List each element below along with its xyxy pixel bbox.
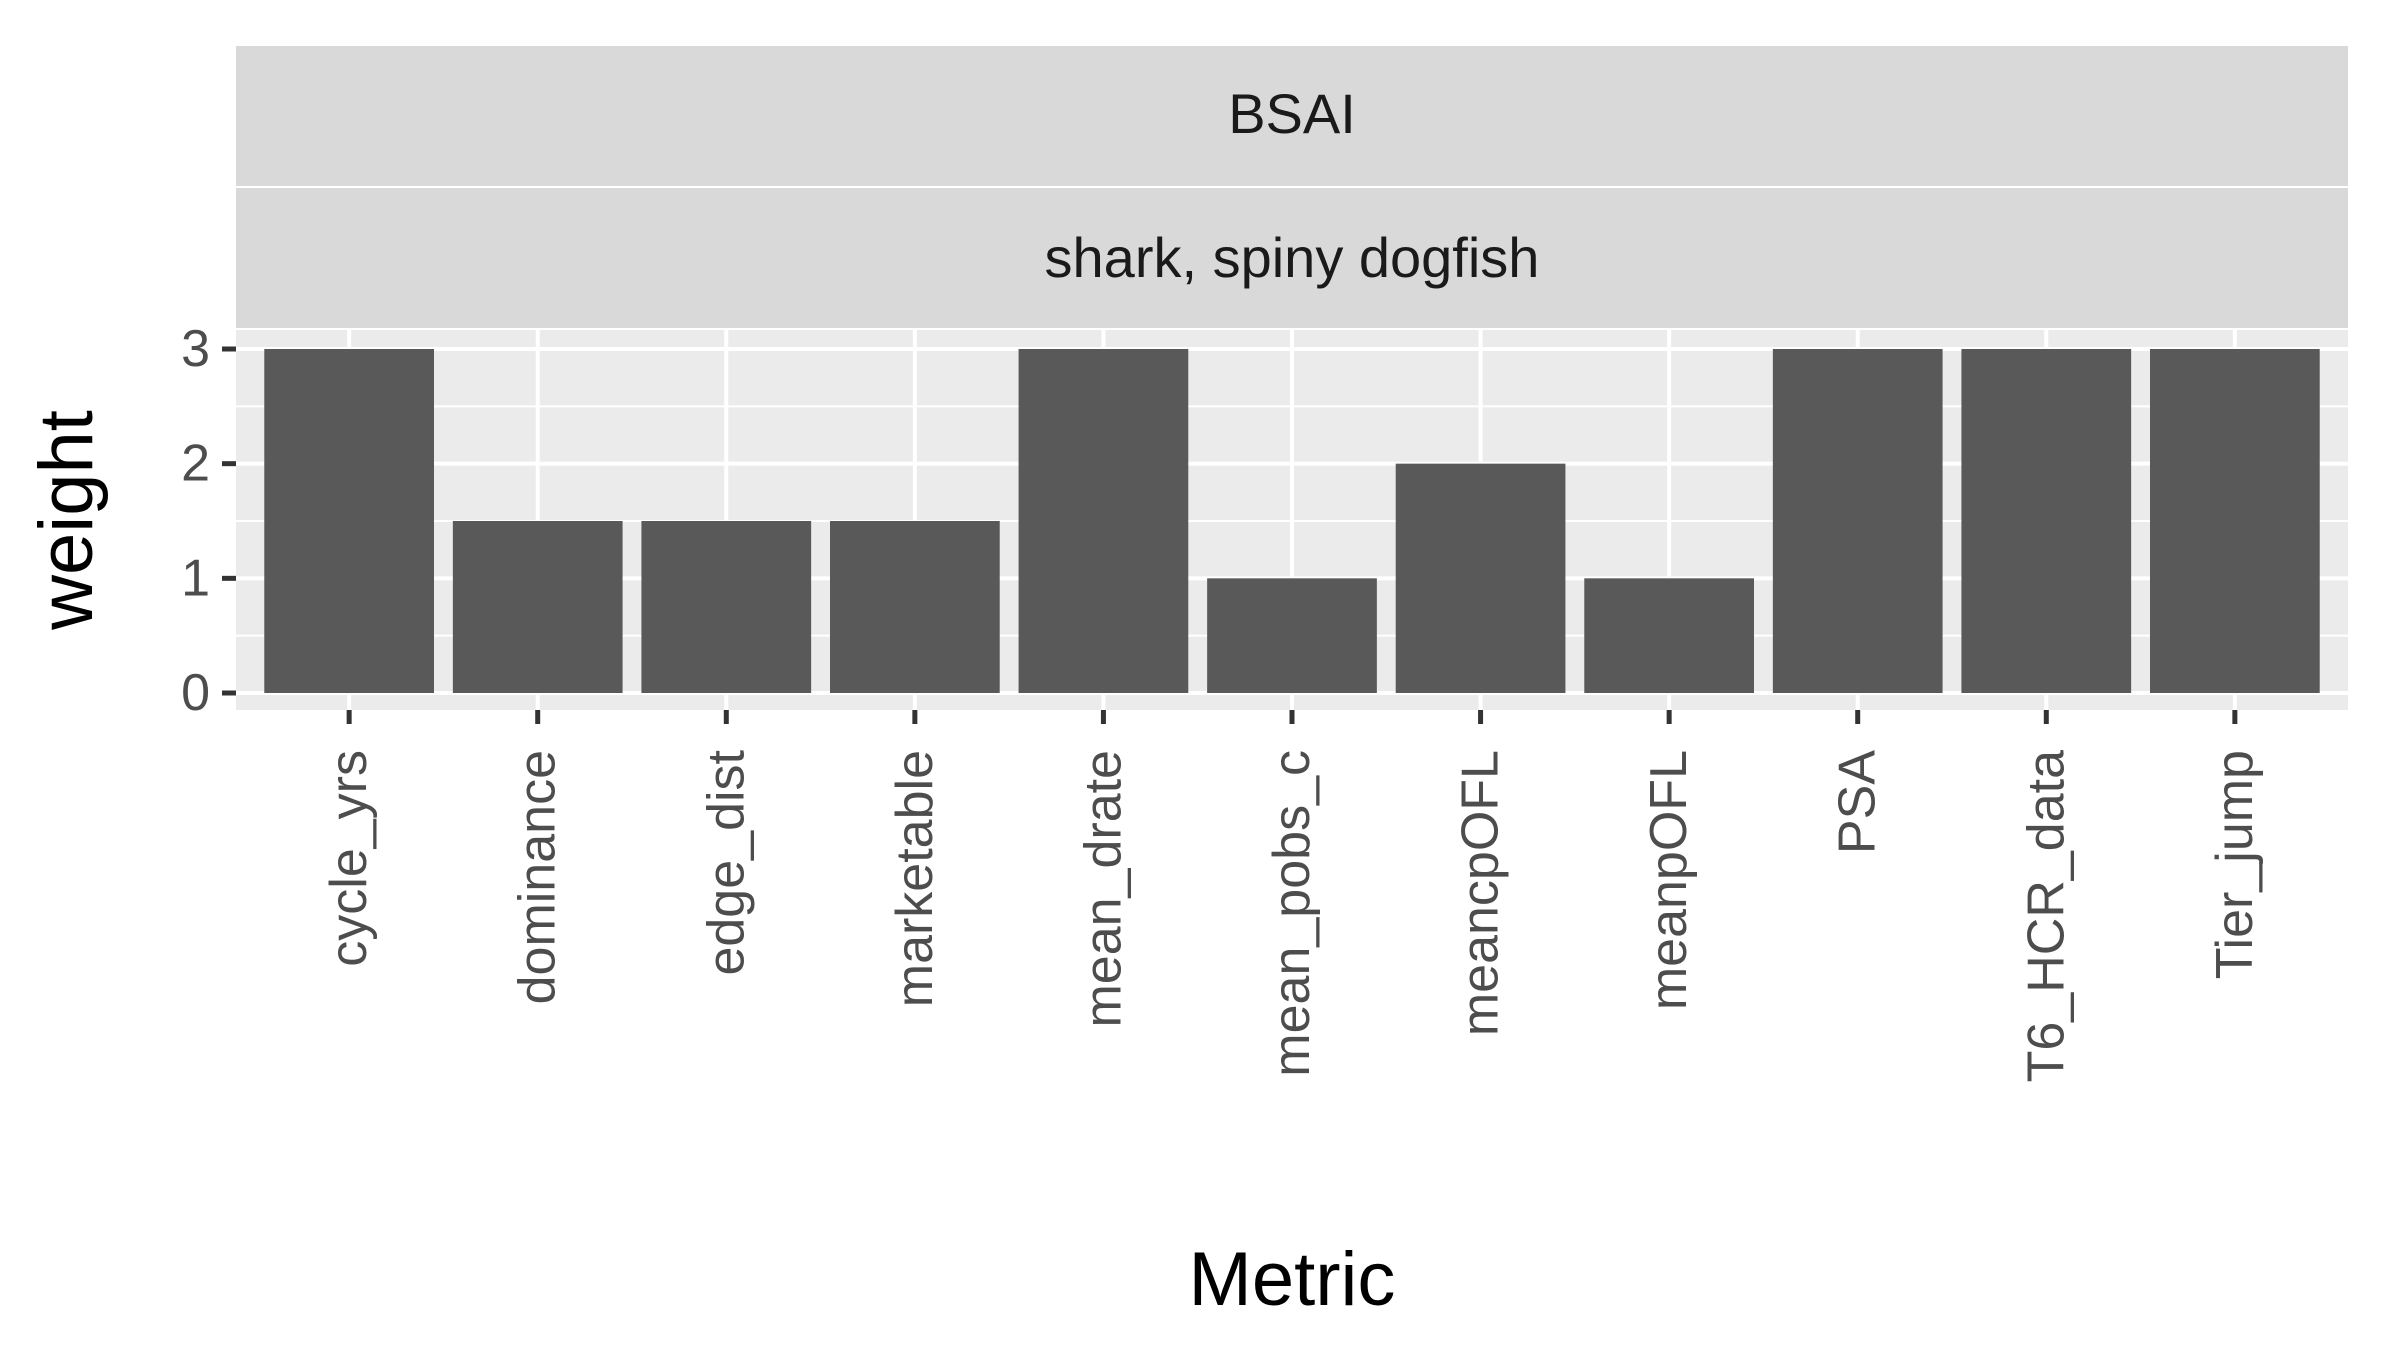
x-tick-label: mean_drate — [1074, 750, 1132, 1028]
y-tick-label: 3 — [181, 320, 210, 378]
x-tick-label: mean_pobs_c — [1263, 750, 1321, 1077]
y-tick-label: 0 — [181, 664, 210, 722]
x-tick-label: T6_HCR_data — [2017, 750, 2075, 1082]
y-axis-title: weight — [24, 410, 109, 631]
bar-meanpOFL — [1584, 578, 1754, 693]
strip-bottom-background — [236, 188, 2348, 328]
bar-cycle_yrs — [264, 349, 434, 693]
bar-dominance — [452, 521, 623, 693]
bar-edge_dist — [641, 521, 812, 693]
bar-marketable — [830, 521, 1000, 693]
strip-top-background — [236, 46, 2348, 186]
x-tick-label: marketable — [886, 750, 944, 1007]
bar-PSA — [1772, 349, 1943, 693]
strip-label-species: shark, spiny dogfish — [1045, 226, 1540, 289]
bar-Tier_jump — [2150, 349, 2320, 693]
x-axis: cycle_yrs dominance edge_dist marketable mea… — [320, 710, 2264, 1082]
bars — [264, 349, 2320, 693]
bar-meancpOFL — [1395, 463, 1566, 693]
bar-mean_pobs_c — [1207, 578, 1377, 693]
strip-label-region: BSAI — [1228, 82, 1356, 145]
x-tick-label: edge_dist — [697, 749, 755, 975]
x-tick-label: Tier_jump — [2206, 750, 2264, 979]
bar-T6_HCR_data — [1961, 349, 2132, 693]
x-tick-label: meanpOFL — [1640, 750, 1698, 1010]
y-axis: 0 1 2 3 — [181, 320, 236, 722]
y-tick-label: 1 — [181, 549, 210, 607]
x-tick-label: PSA — [1829, 750, 1887, 854]
x-tick-label: dominance — [509, 750, 567, 1004]
facet-strips: BSAI shark, spiny dogfish — [236, 46, 2348, 328]
y-tick-label: 2 — [181, 435, 210, 493]
bar-mean_drate — [1018, 349, 1189, 693]
x-tick-label: meancpOFL — [1452, 750, 1510, 1036]
x-tick-label: cycle_yrs — [320, 750, 378, 967]
x-axis-title: Metric — [1189, 1237, 1396, 1322]
